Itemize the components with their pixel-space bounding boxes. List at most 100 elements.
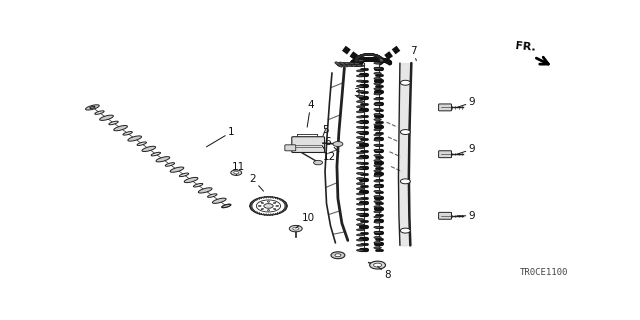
Ellipse shape <box>356 70 364 72</box>
Circle shape <box>374 263 381 267</box>
Text: 12: 12 <box>322 146 336 162</box>
Ellipse shape <box>356 188 364 190</box>
Text: 2: 2 <box>250 174 264 191</box>
Ellipse shape <box>374 201 381 203</box>
Ellipse shape <box>374 144 381 146</box>
Ellipse shape <box>355 58 358 62</box>
Ellipse shape <box>345 64 353 67</box>
Ellipse shape <box>356 167 364 169</box>
Ellipse shape <box>374 196 381 197</box>
Circle shape <box>401 228 410 233</box>
Ellipse shape <box>371 54 378 56</box>
Ellipse shape <box>374 226 381 228</box>
Ellipse shape <box>100 115 113 120</box>
Ellipse shape <box>374 113 381 116</box>
Ellipse shape <box>356 193 364 195</box>
Circle shape <box>234 172 239 174</box>
Ellipse shape <box>222 204 230 208</box>
Text: 9: 9 <box>457 144 475 154</box>
Ellipse shape <box>193 183 203 187</box>
Ellipse shape <box>137 142 147 146</box>
Ellipse shape <box>356 234 364 236</box>
Ellipse shape <box>356 75 364 77</box>
Ellipse shape <box>356 219 364 220</box>
Ellipse shape <box>90 106 95 108</box>
Ellipse shape <box>86 105 99 110</box>
Ellipse shape <box>276 205 278 206</box>
Ellipse shape <box>374 211 381 213</box>
Text: 9: 9 <box>457 211 475 221</box>
Ellipse shape <box>356 142 364 144</box>
Ellipse shape <box>354 65 362 67</box>
Ellipse shape <box>165 163 175 166</box>
Text: 8: 8 <box>378 266 391 280</box>
Circle shape <box>401 130 410 134</box>
Ellipse shape <box>184 177 198 183</box>
Ellipse shape <box>356 111 364 113</box>
Text: 10: 10 <box>296 213 315 228</box>
Ellipse shape <box>374 83 381 84</box>
Ellipse shape <box>374 67 381 69</box>
Ellipse shape <box>341 64 348 67</box>
Ellipse shape <box>380 58 383 62</box>
Ellipse shape <box>374 175 381 177</box>
Ellipse shape <box>359 54 365 57</box>
Ellipse shape <box>128 136 141 141</box>
Ellipse shape <box>374 139 381 141</box>
Ellipse shape <box>374 118 381 121</box>
Ellipse shape <box>356 90 364 92</box>
Ellipse shape <box>356 249 364 251</box>
Ellipse shape <box>356 198 364 200</box>
Ellipse shape <box>369 54 376 56</box>
Ellipse shape <box>374 62 381 64</box>
Ellipse shape <box>259 205 261 206</box>
Ellipse shape <box>358 54 364 57</box>
Ellipse shape <box>372 54 379 57</box>
Text: 11: 11 <box>232 162 245 175</box>
Circle shape <box>231 170 242 175</box>
Text: 1: 1 <box>207 127 235 147</box>
Ellipse shape <box>374 216 381 218</box>
Ellipse shape <box>379 58 383 61</box>
Circle shape <box>370 261 385 269</box>
Ellipse shape <box>374 93 381 95</box>
Ellipse shape <box>356 85 364 87</box>
Ellipse shape <box>356 60 364 61</box>
Text: 9: 9 <box>457 98 475 108</box>
Ellipse shape <box>356 157 364 159</box>
Circle shape <box>289 225 302 232</box>
Ellipse shape <box>367 53 375 56</box>
Ellipse shape <box>374 236 381 238</box>
Ellipse shape <box>374 72 381 74</box>
Ellipse shape <box>343 62 350 65</box>
Ellipse shape <box>374 170 381 172</box>
FancyBboxPatch shape <box>438 151 451 158</box>
Ellipse shape <box>170 167 184 172</box>
Ellipse shape <box>356 208 364 210</box>
Circle shape <box>401 179 410 184</box>
FancyBboxPatch shape <box>292 137 324 153</box>
Ellipse shape <box>356 95 364 98</box>
Ellipse shape <box>357 55 362 58</box>
Ellipse shape <box>374 103 381 105</box>
Ellipse shape <box>212 198 226 204</box>
Ellipse shape <box>364 53 372 55</box>
Ellipse shape <box>109 121 118 125</box>
Ellipse shape <box>374 242 381 244</box>
Ellipse shape <box>356 162 364 164</box>
Ellipse shape <box>356 203 364 205</box>
Ellipse shape <box>374 149 381 151</box>
Ellipse shape <box>375 55 381 58</box>
Ellipse shape <box>374 221 381 223</box>
Ellipse shape <box>355 58 359 61</box>
FancyBboxPatch shape <box>438 212 451 219</box>
Ellipse shape <box>356 152 364 154</box>
Ellipse shape <box>363 53 370 56</box>
Ellipse shape <box>356 80 364 82</box>
Ellipse shape <box>268 210 269 211</box>
Ellipse shape <box>221 204 231 208</box>
Circle shape <box>335 254 341 257</box>
Ellipse shape <box>374 55 380 57</box>
Ellipse shape <box>151 152 161 156</box>
Text: FR.: FR. <box>515 41 536 53</box>
